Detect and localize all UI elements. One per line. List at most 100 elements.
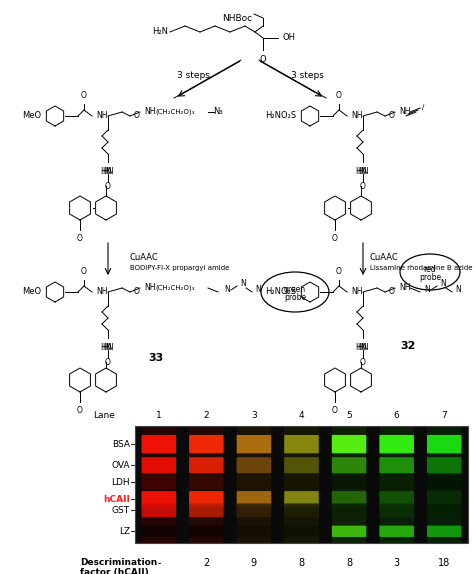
FancyBboxPatch shape — [284, 457, 319, 473]
Text: HN: HN — [357, 343, 369, 352]
FancyBboxPatch shape — [379, 526, 414, 537]
Text: NH: NH — [351, 286, 363, 296]
Text: O: O — [134, 286, 140, 296]
Text: O: O — [260, 55, 266, 64]
Text: 3 steps: 3 steps — [176, 72, 210, 80]
Text: HN: HN — [100, 167, 112, 176]
Text: HN: HN — [355, 343, 367, 352]
Text: (CH₂CH₂O)₃: (CH₂CH₂O)₃ — [155, 285, 195, 291]
Bar — [380, 426, 414, 543]
Text: NH: NH — [96, 111, 108, 119]
FancyBboxPatch shape — [379, 503, 414, 517]
Text: H₂NO₂S: H₂NO₂S — [265, 111, 296, 121]
Text: HN: HN — [355, 167, 367, 176]
Text: factor (hCAII): factor (hCAII) — [80, 568, 149, 574]
Text: MeO: MeO — [22, 288, 41, 297]
Text: NH: NH — [96, 286, 108, 296]
Text: N: N — [240, 280, 246, 289]
Text: 8: 8 — [299, 558, 305, 568]
Text: N: N — [424, 285, 430, 294]
Text: Descrimination: Descrimination — [80, 558, 157, 567]
Text: LZ: LZ — [119, 527, 130, 536]
Bar — [427, 426, 461, 543]
Text: O: O — [389, 286, 395, 296]
Bar — [135, 426, 468, 543]
FancyBboxPatch shape — [332, 475, 366, 489]
Text: CuAAC: CuAAC — [370, 254, 399, 262]
FancyBboxPatch shape — [332, 503, 366, 517]
FancyBboxPatch shape — [284, 526, 319, 537]
Text: Lissamine rhodamine B azide: Lissamine rhodamine B azide — [370, 265, 473, 271]
Text: HN: HN — [102, 343, 114, 352]
Text: N: N — [440, 280, 446, 289]
Text: N: N — [455, 285, 461, 294]
FancyBboxPatch shape — [237, 503, 271, 517]
Bar — [135, 426, 468, 543]
Text: O: O — [336, 267, 342, 276]
Text: OVA: OVA — [111, 461, 130, 470]
FancyBboxPatch shape — [189, 491, 224, 507]
Bar — [332, 426, 366, 543]
FancyBboxPatch shape — [237, 526, 271, 537]
Text: red: red — [424, 265, 436, 273]
FancyBboxPatch shape — [142, 435, 176, 453]
FancyBboxPatch shape — [142, 491, 176, 507]
FancyBboxPatch shape — [427, 526, 462, 537]
Text: 2: 2 — [203, 558, 210, 568]
Text: N₃: N₃ — [213, 107, 223, 117]
Text: green: green — [284, 285, 306, 293]
Text: 3 steps: 3 steps — [291, 72, 323, 80]
FancyBboxPatch shape — [332, 435, 366, 453]
Text: 3: 3 — [393, 558, 400, 568]
Text: O: O — [77, 406, 83, 415]
Text: probe: probe — [284, 293, 306, 301]
FancyBboxPatch shape — [427, 475, 462, 489]
Text: O: O — [77, 234, 83, 243]
Text: O: O — [134, 111, 140, 119]
Text: BSA: BSA — [112, 440, 130, 449]
Text: O: O — [389, 111, 395, 119]
Text: CuAAC: CuAAC — [130, 254, 159, 262]
FancyBboxPatch shape — [237, 475, 271, 489]
Text: O: O — [332, 234, 338, 243]
Text: O: O — [336, 91, 342, 100]
Text: O: O — [332, 406, 338, 415]
Text: probe: probe — [419, 273, 441, 281]
FancyBboxPatch shape — [379, 475, 414, 489]
Text: 4: 4 — [299, 410, 304, 420]
FancyBboxPatch shape — [189, 435, 224, 453]
Text: 2: 2 — [203, 410, 209, 420]
FancyBboxPatch shape — [284, 503, 319, 517]
FancyBboxPatch shape — [427, 435, 462, 453]
Text: 9: 9 — [251, 558, 257, 568]
FancyBboxPatch shape — [284, 475, 319, 489]
Text: H₂NO₂S: H₂NO₂S — [265, 288, 296, 297]
Text: 18: 18 — [438, 558, 450, 568]
Bar — [237, 426, 271, 543]
Text: 5: 5 — [346, 410, 352, 420]
Text: HN: HN — [100, 343, 112, 352]
FancyBboxPatch shape — [332, 491, 366, 507]
Text: O: O — [360, 182, 366, 191]
Text: O: O — [105, 182, 111, 191]
FancyBboxPatch shape — [379, 457, 414, 473]
Text: O: O — [81, 91, 87, 100]
Text: HN: HN — [102, 167, 114, 176]
FancyBboxPatch shape — [237, 491, 271, 507]
Text: O: O — [81, 267, 87, 276]
Bar — [189, 426, 223, 543]
FancyBboxPatch shape — [427, 457, 462, 473]
FancyBboxPatch shape — [142, 503, 176, 517]
Text: MeO: MeO — [22, 111, 41, 121]
FancyBboxPatch shape — [189, 503, 224, 517]
FancyBboxPatch shape — [284, 491, 319, 507]
Text: O: O — [105, 358, 111, 367]
Text: H₂N: H₂N — [152, 28, 168, 37]
Text: 6: 6 — [394, 410, 400, 420]
Text: BODIPY-Fl-X propargyl amide: BODIPY-Fl-X propargyl amide — [130, 265, 229, 271]
FancyBboxPatch shape — [142, 526, 176, 537]
Text: OH: OH — [283, 33, 296, 42]
FancyBboxPatch shape — [237, 435, 271, 453]
Text: 3: 3 — [251, 410, 257, 420]
Text: 1: 1 — [156, 410, 162, 420]
